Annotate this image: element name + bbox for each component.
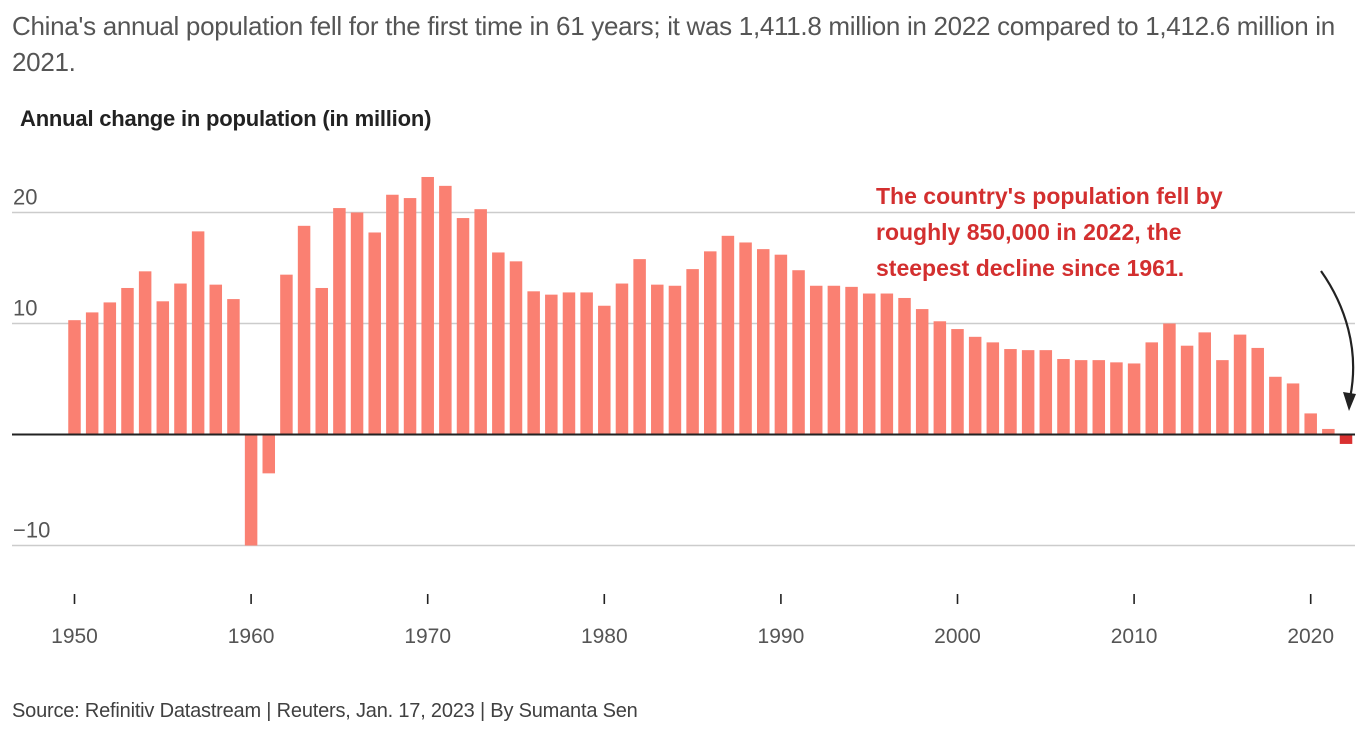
- bar-1994: [845, 286, 858, 435]
- bar-1952: [103, 302, 117, 435]
- bar-1972: [456, 218, 470, 435]
- bar-1974: [492, 252, 505, 435]
- y-tick-label: 10: [13, 296, 37, 321]
- bar-2015: [1216, 360, 1229, 435]
- x-tick-label: 1970: [404, 625, 451, 648]
- bar-2016: [1233, 334, 1247, 435]
- annotation-text-line: roughly 850,000 in 2022, the: [876, 219, 1182, 245]
- bar-2022: [1339, 434, 1353, 444]
- bar-1964: [315, 287, 328, 435]
- bar-1966: [350, 212, 364, 435]
- bar-2003: [1004, 349, 1017, 435]
- bar-2009: [1110, 362, 1123, 435]
- bar-1995: [862, 293, 876, 435]
- bar-1977: [545, 294, 558, 435]
- x-tick-label: 1960: [228, 625, 275, 648]
- bar-2019: [1286, 383, 1300, 435]
- bar-1998: [915, 309, 929, 435]
- bar-1950: [68, 320, 81, 435]
- bar-1970: [421, 176, 434, 435]
- bar-1957: [191, 231, 205, 435]
- bar-1990: [774, 254, 788, 435]
- bar-1993: [827, 285, 841, 435]
- bars: [68, 176, 1353, 546]
- x-tick-label: 1980: [581, 625, 628, 648]
- bar-1999: [933, 321, 947, 435]
- source-credit: Source: Refinitiv Datastream | Reuters, …: [12, 700, 638, 722]
- bar-1978: [562, 292, 576, 435]
- bar-1961: [262, 434, 276, 474]
- bar-1992: [809, 285, 823, 435]
- bar-1958: [209, 284, 223, 435]
- annotation: The country's population fell by roughly …: [876, 183, 1223, 281]
- bar-1983: [651, 284, 664, 435]
- bar-1959: [227, 299, 240, 435]
- bar-2004: [1021, 350, 1035, 435]
- bar-1956: [174, 283, 187, 435]
- bar-2011: [1145, 342, 1159, 435]
- bar-2012: [1163, 323, 1176, 435]
- bar-1991: [792, 270, 805, 435]
- arrow-head-icon: [1343, 392, 1356, 411]
- bar-2013: [1180, 345, 1194, 435]
- bar-2001: [968, 336, 982, 435]
- annotation-text-line: The country's population fell by: [876, 183, 1223, 209]
- bar-2006: [1057, 359, 1070, 435]
- bar-1986: [704, 251, 717, 435]
- bar-1989: [756, 249, 770, 435]
- bar-1979: [580, 292, 593, 435]
- chart-subtitle: China's annual population fell for the f…: [12, 11, 1335, 77]
- bar-1982: [633, 259, 646, 435]
- x-tick-label: 2000: [934, 625, 981, 648]
- annotation-text-line: steepest decline since 1961.: [876, 255, 1184, 281]
- bar-1971: [439, 185, 452, 435]
- y-axis-tick-labels: 20 10 −10: [13, 185, 50, 543]
- y-tick-label: −10: [13, 518, 50, 543]
- chart-title: Annual change in population (in million): [20, 106, 432, 131]
- bar-2021: [1322, 428, 1335, 435]
- bar-1997: [898, 297, 911, 435]
- x-axis-ticks: 1950 1960 1970 1980 1990 2000 2010 2020: [51, 594, 1334, 648]
- bar-1954: [138, 271, 152, 435]
- x-tick-label: 1950: [51, 625, 98, 648]
- x-tick-label: 1990: [758, 625, 805, 648]
- bar-2005: [1039, 350, 1053, 435]
- bar-1981: [615, 283, 629, 435]
- annotation-arrow: [1320, 270, 1355, 399]
- bar-1976: [527, 291, 540, 435]
- bar-1984: [668, 285, 682, 435]
- bar-1985: [686, 269, 699, 435]
- bar-1980: [598, 305, 611, 435]
- bar-2017: [1251, 347, 1264, 435]
- bar-1996: [880, 293, 894, 435]
- bar-1955: [156, 301, 170, 435]
- bar-1962: [280, 274, 293, 435]
- bar-1975: [509, 261, 523, 435]
- bar-2008: [1092, 360, 1106, 435]
- bar-1988: [739, 242, 752, 435]
- bar-1953: [121, 287, 134, 435]
- bar-2007: [1074, 360, 1088, 435]
- bar-2010: [1127, 363, 1141, 435]
- y-tick-label: 20: [13, 185, 37, 210]
- bar-1965: [333, 208, 346, 435]
- x-tick-label: 2010: [1111, 625, 1158, 648]
- bar-1968: [386, 194, 399, 435]
- bar-1963: [297, 225, 311, 435]
- bar-1969: [403, 198, 417, 435]
- bar-1973: [474, 209, 487, 435]
- bar-2018: [1269, 376, 1282, 435]
- x-tick-label: 2020: [1287, 625, 1334, 648]
- bar-1951: [85, 312, 99, 435]
- bar-2020: [1304, 413, 1317, 435]
- bar-1960: [244, 434, 258, 546]
- bar-2014: [1198, 332, 1211, 435]
- bar-2002: [986, 342, 1000, 435]
- bar-1987: [721, 235, 735, 435]
- bar-2000: [951, 329, 964, 435]
- bar-1967: [368, 232, 381, 435]
